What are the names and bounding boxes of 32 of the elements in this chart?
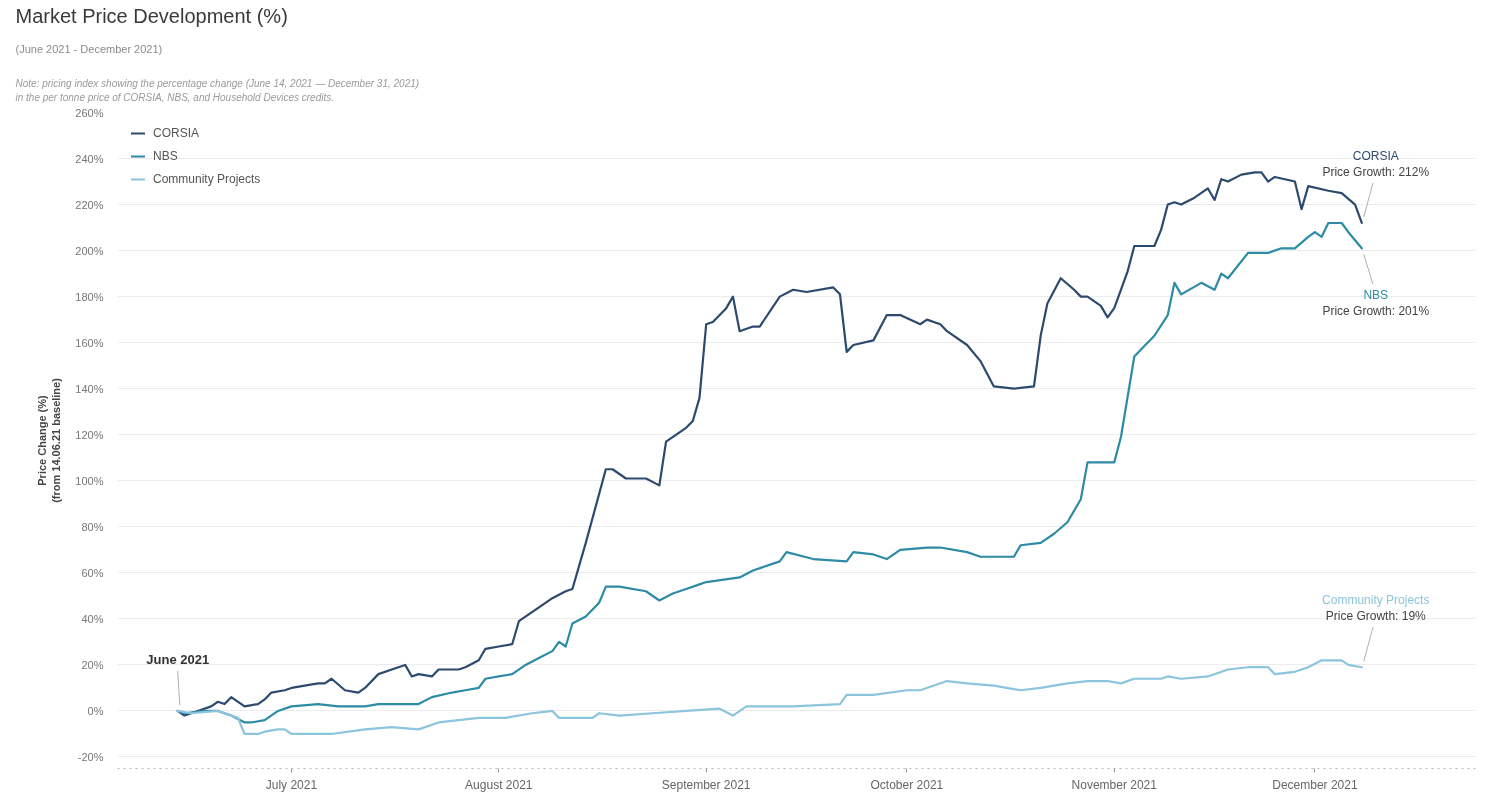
y-tick-label: 100% bbox=[75, 474, 104, 487]
y-tick-label: 120% bbox=[75, 428, 104, 441]
x-tick-label: September 2021 bbox=[661, 777, 751, 792]
y-tick-label: 160% bbox=[75, 336, 104, 349]
legend-label: Community Projects bbox=[153, 172, 261, 186]
annotation: June 2021 bbox=[146, 651, 210, 667]
y-tick-label: -20% bbox=[77, 750, 104, 763]
annotation: CORSIA Price Growth: 212% bbox=[1322, 148, 1430, 179]
x-tick-label: August 2021 bbox=[465, 777, 533, 792]
y-tick-label: 220% bbox=[75, 198, 104, 211]
chart-title: Market Price Development (%) bbox=[15, 4, 288, 27]
y-tick-label: 140% bbox=[75, 382, 104, 395]
x-tick-label: December 2021 bbox=[1272, 777, 1358, 792]
x-tick-label: July 2021 bbox=[265, 777, 318, 792]
annotation: Community Projects Price Growth: 19% bbox=[1322, 593, 1430, 624]
y-tick-label: 20% bbox=[81, 658, 104, 671]
y-tick-label: 40% bbox=[81, 612, 104, 625]
chart-subtitle: (June 2021 - December 2021) bbox=[15, 42, 163, 55]
x-tick-label: November 2021 bbox=[1071, 777, 1158, 792]
y-tick-label: 200% bbox=[75, 244, 104, 257]
x-tick-label: October 2021 bbox=[870, 777, 944, 792]
y-tick-label: 260% bbox=[75, 106, 104, 119]
y-tick-label: 240% bbox=[75, 152, 104, 165]
text: Note: pricing index showing the percentage change (June 14, 2021 — December 31, 2021) in the per tonne price of CORSIA, NBS, and Household Devices credits. bbox=[15, 77, 420, 104]
y-tick-label: 80% bbox=[81, 520, 104, 533]
y-axis-title: Price Change (%) (from 14.06.21 baseline) bbox=[35, 377, 63, 503]
y-tick-label: 180% bbox=[75, 290, 104, 303]
annotation: NBS Price Growth: 201% bbox=[1322, 288, 1430, 319]
y-tick-label: 60% bbox=[81, 566, 104, 579]
legend-label: NBS bbox=[153, 149, 178, 163]
legend-label: CORSIA bbox=[153, 126, 200, 140]
y-tick-label: 0% bbox=[87, 704, 104, 717]
